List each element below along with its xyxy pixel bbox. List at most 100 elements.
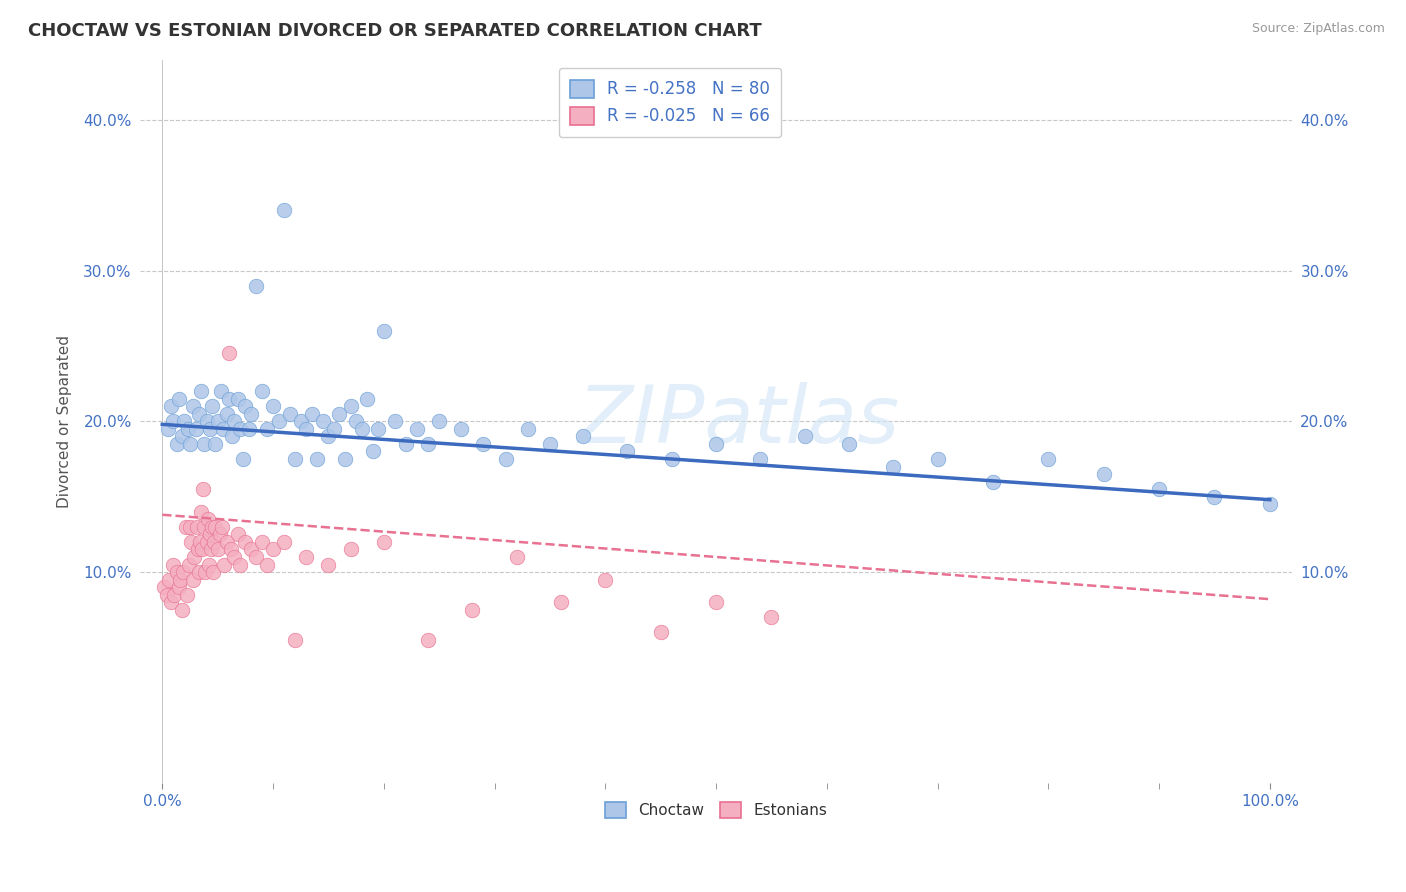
Point: [215, 407, 238, 421]
Point: [339, 399, 361, 413]
Point: [661, 452, 683, 467]
Legend: Choctaw, Estonians: Choctaw, Estonians: [598, 794, 835, 826]
Point: [183, 549, 205, 564]
Point: [219, 542, 242, 557]
Point: [238, 422, 260, 436]
Point: [187, 407, 209, 421]
Point: [202, 535, 225, 549]
Point: [176, 588, 198, 602]
Point: [461, 603, 484, 617]
Point: [156, 422, 179, 436]
Point: [226, 392, 249, 406]
Point: [190, 505, 212, 519]
Point: [416, 632, 439, 647]
Point: [749, 452, 772, 467]
Point: [166, 565, 188, 579]
Point: [256, 422, 278, 436]
Point: [172, 429, 194, 443]
Point: [163, 588, 186, 602]
Point: [295, 549, 318, 564]
Point: [295, 422, 318, 436]
Point: [1092, 467, 1115, 481]
Point: [193, 437, 215, 451]
Point: [187, 565, 209, 579]
Point: [193, 520, 215, 534]
Point: [290, 414, 312, 428]
Text: ZIPatlas: ZIPatlas: [578, 383, 900, 460]
Point: [882, 459, 904, 474]
Point: [616, 444, 638, 458]
Point: [232, 452, 254, 467]
Point: [233, 535, 256, 549]
Point: [284, 632, 307, 647]
Point: [262, 542, 284, 557]
Point: [981, 475, 1004, 489]
Point: [450, 422, 472, 436]
Point: [650, 625, 672, 640]
Point: [350, 422, 373, 436]
Point: [194, 565, 217, 579]
Point: [221, 429, 243, 443]
Point: [333, 452, 356, 467]
Point: [208, 527, 231, 541]
Point: [267, 414, 290, 428]
Point: [416, 437, 439, 451]
Point: [278, 407, 301, 421]
Point: [838, 437, 860, 451]
Point: [167, 392, 190, 406]
Point: [927, 452, 949, 467]
Point: [204, 437, 226, 451]
Point: [229, 422, 252, 436]
Point: [156, 588, 179, 602]
Point: [256, 558, 278, 572]
Point: [1204, 490, 1226, 504]
Point: [367, 422, 389, 436]
Point: [177, 422, 200, 436]
Point: [245, 278, 267, 293]
Point: [201, 520, 224, 534]
Point: [173, 414, 195, 428]
Point: [323, 422, 346, 436]
Point: [318, 429, 340, 443]
Point: [162, 414, 184, 428]
Point: [172, 603, 194, 617]
Point: [193, 482, 215, 496]
Point: [226, 527, 249, 541]
Point: [160, 399, 183, 413]
Point: [233, 399, 256, 413]
Point: [250, 535, 273, 549]
Point: [406, 422, 429, 436]
Point: [172, 565, 194, 579]
Point: [373, 535, 395, 549]
Point: [195, 414, 218, 428]
Point: [550, 595, 572, 609]
Point: [160, 595, 183, 609]
Point: [198, 558, 221, 572]
Point: [187, 542, 209, 557]
Point: [229, 558, 252, 572]
Point: [214, 558, 236, 572]
Point: [224, 549, 246, 564]
Point: [184, 422, 207, 436]
Point: [179, 520, 201, 534]
Point: [177, 558, 200, 572]
Point: [516, 422, 538, 436]
Point: [181, 573, 204, 587]
Point: [239, 542, 262, 557]
Point: [200, 542, 222, 557]
Point: [495, 452, 517, 467]
Point: [262, 399, 284, 413]
Point: [174, 520, 197, 534]
Point: [218, 392, 240, 406]
Point: [212, 422, 235, 436]
Point: [472, 437, 495, 451]
Point: [1258, 497, 1281, 511]
Point: [284, 452, 307, 467]
Point: [166, 437, 188, 451]
Point: [761, 610, 783, 624]
Point: [356, 392, 378, 406]
Point: [169, 573, 191, 587]
Point: [344, 414, 367, 428]
Point: [373, 324, 395, 338]
Point: [239, 407, 262, 421]
